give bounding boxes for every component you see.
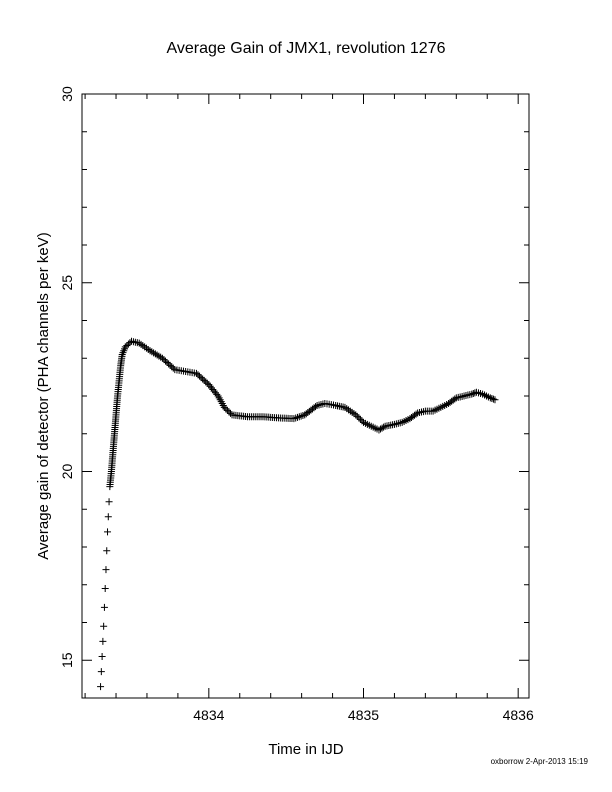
data-point <box>491 396 499 404</box>
data-point <box>355 414 363 422</box>
data-point <box>150 349 158 357</box>
chart-title: Average Gain of JMX1, revolution 1276 <box>167 40 446 57</box>
data-point <box>101 585 109 593</box>
y-tick-label: 15 <box>59 652 75 668</box>
data-point <box>137 340 145 348</box>
data-point <box>294 413 302 421</box>
x-tick-label: 4834 <box>193 707 224 723</box>
data-point <box>213 390 221 398</box>
data-point <box>348 408 356 416</box>
axis-tick-labels: 4834 4835 4836 15 20 25 30 <box>59 86 534 723</box>
data-point <box>169 364 177 372</box>
data-point <box>468 390 476 398</box>
data-point <box>489 395 497 403</box>
data-point <box>225 408 233 416</box>
x-tick-label: 4835 <box>348 707 379 723</box>
data-point <box>104 528 112 536</box>
data-point <box>295 413 303 421</box>
data-point <box>104 513 112 521</box>
data-point <box>153 351 161 359</box>
x-axis-label: Time in IJD <box>268 741 343 758</box>
timestamp-footer: oxborrow 2-Apr-2013 15:19 <box>490 757 588 766</box>
data-point <box>412 410 420 418</box>
data-point <box>226 409 234 417</box>
axis-ticks <box>82 93 529 698</box>
x-tick-label: 4836 <box>503 707 534 723</box>
data-point <box>469 389 477 397</box>
data-point <box>120 347 128 355</box>
data-point <box>135 339 143 347</box>
y-tick-label: 25 <box>59 275 75 291</box>
data-point <box>220 403 228 411</box>
data-point <box>97 683 105 691</box>
data-point <box>151 350 159 358</box>
data-point <box>341 403 349 411</box>
data-point <box>356 415 364 423</box>
y-tick-label: 20 <box>59 464 75 480</box>
data-point <box>343 405 351 413</box>
data-point <box>105 498 113 506</box>
data-point <box>102 566 110 574</box>
data-point <box>144 345 152 353</box>
y-tick-label: 30 <box>59 86 75 102</box>
data-point <box>486 394 494 402</box>
data-point <box>100 603 108 611</box>
data-point <box>451 395 459 403</box>
data-point <box>346 407 354 415</box>
data-point <box>100 622 108 630</box>
data-point <box>345 406 353 414</box>
data-point <box>292 414 300 422</box>
data-point <box>98 652 106 660</box>
data-point <box>299 412 307 420</box>
data-point <box>155 352 163 360</box>
data-point <box>222 405 230 413</box>
data-point <box>142 344 150 352</box>
data-point <box>353 412 361 420</box>
data-point <box>103 547 111 555</box>
data-point <box>139 342 147 350</box>
data-point <box>146 347 154 355</box>
data-point <box>97 668 105 676</box>
data-point <box>297 412 305 420</box>
data-point <box>488 395 496 403</box>
y-axis-label: Average gain of detector (PHA channels p… <box>35 232 52 559</box>
data-point <box>223 406 231 414</box>
data-point <box>203 379 211 387</box>
data-point <box>148 348 156 356</box>
data-point <box>352 411 360 419</box>
data-point <box>99 637 107 645</box>
data-point <box>312 403 320 411</box>
data-point <box>380 423 388 431</box>
data-point <box>290 415 298 423</box>
data-point <box>141 343 149 351</box>
data-points <box>97 337 499 691</box>
